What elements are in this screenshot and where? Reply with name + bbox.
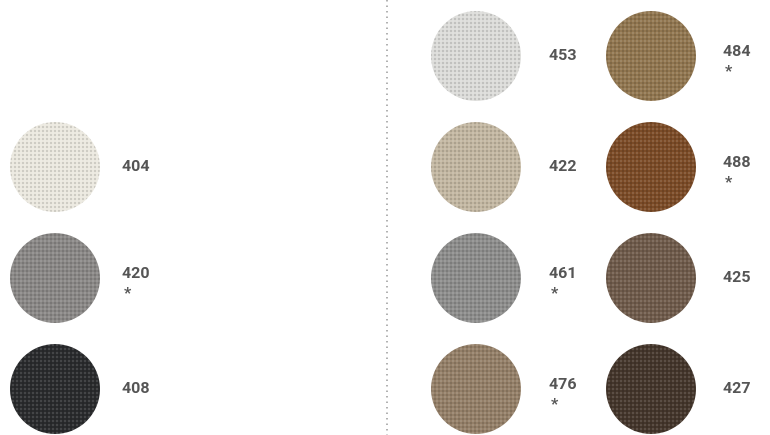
swatch-texture	[10, 344, 100, 434]
swatch-code: 420	[122, 263, 150, 282]
swatch-note: *	[551, 394, 559, 413]
swatch-texture	[10, 233, 100, 323]
swatch-code: 408	[122, 378, 150, 397]
swatch-texture	[606, 233, 696, 323]
swatch-texture	[606, 344, 696, 434]
swatch-code: 422	[549, 156, 577, 175]
swatch-note: *	[725, 61, 733, 80]
swatch-texture	[606, 11, 696, 101]
swatch-code: 484	[723, 41, 751, 60]
swatch-code: 404	[122, 156, 150, 175]
swatch-texture	[431, 233, 521, 323]
swatch-texture	[10, 122, 100, 212]
swatch-texture	[431, 11, 521, 101]
swatch-texture	[431, 344, 521, 434]
swatch-code: 476	[549, 374, 577, 393]
swatch-code: 461	[549, 263, 577, 282]
swatch-code: 425	[723, 267, 751, 286]
swatch-code: 488	[723, 152, 751, 171]
swatch-note: *	[551, 283, 559, 302]
swatch-note: *	[124, 283, 132, 302]
swatch-note: *	[725, 172, 733, 191]
swatch-code: 427	[723, 378, 751, 397]
swatch-code: 453	[549, 45, 577, 64]
swatch-texture	[606, 122, 696, 212]
swatch-texture	[431, 122, 521, 212]
